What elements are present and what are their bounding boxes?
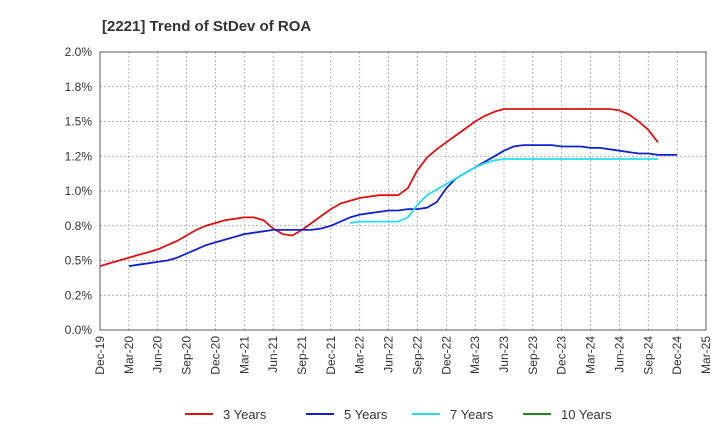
x-tick-label: Jun-23 [497, 336, 511, 373]
x-tick-label: Mar-22 [353, 336, 367, 374]
x-tick-label: Sep-22 [410, 336, 424, 375]
y-tick-label: 0.5% [65, 254, 93, 268]
x-tick-label: Dec-19 [93, 336, 107, 375]
y-tick-label: 1.2% [65, 149, 93, 163]
legend: 3 Years 5 Years 7 Years 10 Years [185, 407, 612, 422]
series-line-5-years [128, 144, 678, 267]
y-tick-label: 0.2% [65, 288, 93, 302]
x-tick-label: Jun-20 [151, 336, 165, 373]
x-tick-label: Sep-23 [526, 336, 540, 375]
x-tick-label: Mar-24 [584, 336, 598, 374]
x-tick-label: Dec-20 [208, 336, 222, 375]
x-tick-label: Mar-25 [699, 336, 713, 374]
series-line-7-years [349, 158, 658, 224]
x-tick-label: Jun-22 [382, 336, 396, 373]
y-tick-label: 1.5% [65, 115, 93, 129]
x-tick-label: Mar-21 [237, 336, 251, 374]
x-tick-label: Dec-22 [439, 336, 453, 375]
x-tick-label: Jun-24 [612, 336, 626, 373]
y-tick-label: 0.8% [65, 219, 93, 233]
legend-label: 5 Years [344, 407, 388, 422]
y-tick-label: 1.0% [65, 184, 93, 198]
plot-area-border [99, 51, 707, 331]
series-line-3-years [99, 108, 659, 267]
x-tick-label: Jun-21 [266, 336, 280, 373]
y-tick-label: 1.8% [65, 80, 93, 94]
legend-label: 10 Years [561, 407, 612, 422]
series-lines [99, 108, 678, 267]
x-tick-label: Dec-23 [555, 336, 569, 375]
y-tick-label: 0.0% [65, 323, 93, 337]
legend-label: 3 Years [223, 407, 267, 422]
chart-title: [2221] Trend of StDev of ROA [102, 18, 311, 35]
y-axis: 0.0% 0.2% 0.5% 0.8% 1.0% 1.2% 1.5% 1.8% 2.0% [65, 45, 93, 337]
x-tick-label: Mar-23 [468, 336, 482, 374]
grid [100, 52, 706, 330]
x-tick-label: Sep-20 [180, 336, 194, 375]
x-tick-label: Dec-21 [324, 336, 338, 375]
x-tick-label: Mar-20 [122, 336, 136, 374]
x-tick-label: Sep-21 [295, 336, 309, 375]
x-tick-label: Dec-24 [670, 336, 684, 375]
x-tick-label: Sep-24 [641, 336, 655, 375]
y-tick-label: 2.0% [65, 45, 93, 59]
x-axis: Dec-19 Mar-20 Jun-20 Sep-20 Dec-20 Mar-21 Jun-… [93, 336, 713, 375]
legend-label: 7 Years [450, 407, 494, 422]
